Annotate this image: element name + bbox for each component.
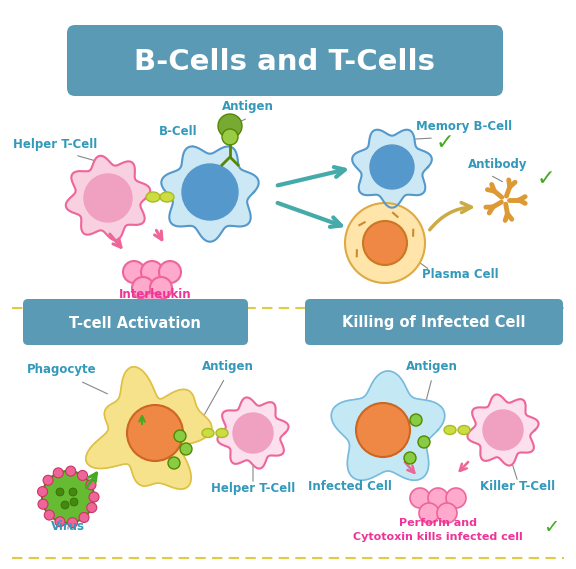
Text: Cytotoxin kills infected cell: Cytotoxin kills infected cell [353, 532, 523, 542]
Text: Perforin and: Perforin and [399, 518, 477, 528]
Circle shape [218, 114, 242, 138]
Ellipse shape [202, 428, 214, 438]
Circle shape [168, 457, 180, 469]
Circle shape [79, 513, 89, 522]
Circle shape [141, 293, 163, 315]
Circle shape [44, 510, 54, 520]
Circle shape [53, 468, 63, 478]
Polygon shape [468, 394, 539, 465]
Ellipse shape [146, 192, 160, 202]
Circle shape [180, 443, 192, 455]
Polygon shape [86, 367, 212, 489]
Circle shape [222, 129, 238, 145]
FancyBboxPatch shape [67, 25, 503, 96]
Text: B-Cell: B-Cell [158, 125, 198, 138]
Text: Helper T-Cell: Helper T-Cell [211, 482, 295, 495]
Text: ✓: ✓ [543, 518, 559, 537]
Ellipse shape [444, 426, 456, 435]
Circle shape [182, 164, 238, 220]
Circle shape [86, 480, 96, 490]
Polygon shape [331, 371, 445, 480]
Ellipse shape [458, 426, 470, 435]
Text: B-Cells and T-Cells: B-Cells and T-Cells [135, 48, 435, 76]
Circle shape [61, 501, 69, 509]
Circle shape [43, 475, 53, 485]
Circle shape [404, 452, 416, 464]
Circle shape [87, 502, 97, 513]
Text: Helper T-Cell: Helper T-Cell [13, 138, 97, 151]
Circle shape [233, 413, 273, 453]
Circle shape [84, 174, 132, 222]
Text: Phagocyte: Phagocyte [27, 363, 97, 376]
FancyBboxPatch shape [305, 299, 563, 345]
Text: ✓: ✓ [436, 133, 454, 153]
Circle shape [418, 436, 430, 448]
Ellipse shape [160, 192, 174, 202]
Circle shape [78, 471, 88, 480]
Circle shape [127, 405, 183, 461]
Circle shape [174, 430, 186, 442]
Circle shape [410, 414, 422, 426]
Circle shape [69, 488, 77, 496]
Circle shape [428, 488, 448, 508]
Text: Memory B-Cell: Memory B-Cell [416, 120, 512, 133]
Circle shape [159, 261, 181, 283]
Text: Killer T-Cell: Killer T-Cell [480, 480, 556, 493]
Text: Antigen: Antigen [406, 360, 458, 373]
Circle shape [67, 518, 78, 527]
Circle shape [56, 488, 64, 496]
Circle shape [437, 503, 457, 523]
Circle shape [70, 498, 78, 506]
Text: T-cell Activation: T-cell Activation [69, 315, 201, 331]
Circle shape [38, 499, 48, 509]
Polygon shape [218, 398, 289, 468]
Circle shape [483, 410, 523, 450]
FancyBboxPatch shape [23, 299, 248, 345]
Text: ✓: ✓ [537, 169, 556, 189]
Circle shape [132, 277, 154, 299]
Text: Infected Cell: Infected Cell [308, 480, 392, 493]
Circle shape [55, 517, 65, 527]
Circle shape [370, 145, 414, 189]
Circle shape [89, 492, 99, 502]
Ellipse shape [216, 428, 228, 438]
Circle shape [345, 203, 425, 283]
Circle shape [66, 466, 75, 476]
Circle shape [150, 277, 172, 299]
Text: Antigen: Antigen [202, 360, 254, 373]
Text: Plasma Cell: Plasma Cell [422, 268, 499, 281]
Text: Virus: Virus [51, 520, 85, 533]
Circle shape [446, 488, 466, 508]
Polygon shape [66, 156, 150, 240]
Text: Interleukin: Interleukin [119, 288, 191, 301]
Circle shape [141, 261, 163, 283]
Circle shape [363, 221, 407, 265]
Circle shape [410, 488, 430, 508]
Text: Antibody: Antibody [468, 158, 528, 171]
Polygon shape [352, 130, 432, 208]
Polygon shape [161, 146, 259, 242]
Text: Antigen: Antigen [222, 100, 274, 113]
Circle shape [123, 261, 145, 283]
Circle shape [419, 503, 439, 523]
Circle shape [42, 471, 94, 523]
Circle shape [356, 403, 410, 457]
Circle shape [37, 486, 48, 497]
Text: Killing of Infected Cell: Killing of Infected Cell [342, 315, 526, 331]
